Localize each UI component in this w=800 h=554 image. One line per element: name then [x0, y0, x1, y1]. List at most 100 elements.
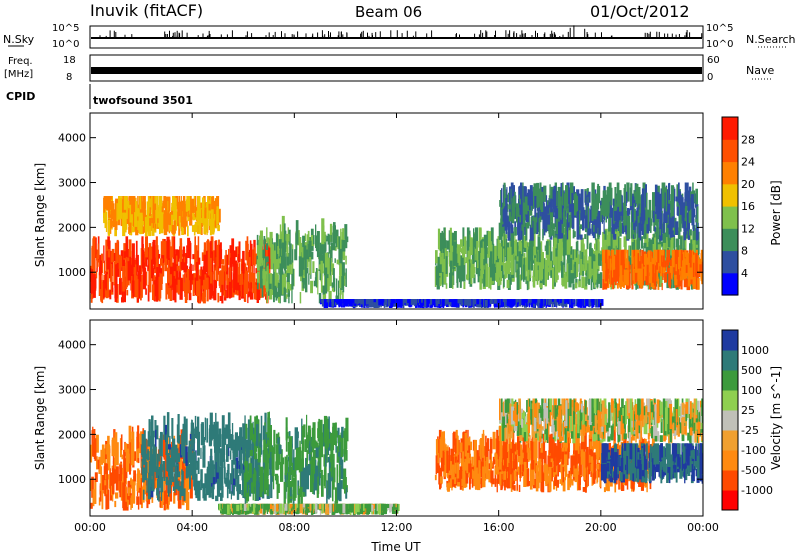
data-cell — [482, 241, 485, 260]
data-cell — [624, 261, 627, 276]
data-cell — [158, 466, 162, 488]
data-cell — [101, 490, 104, 510]
data-cell — [515, 255, 517, 273]
data-cell — [145, 236, 148, 258]
data-cell — [305, 268, 309, 274]
data-cell — [237, 266, 239, 283]
data-cell — [501, 258, 504, 279]
data-cell — [157, 204, 159, 211]
data-cell — [105, 211, 108, 232]
data-cell — [199, 218, 203, 223]
colorbar-frame — [721, 116, 739, 296]
data-cell — [438, 264, 442, 273]
data-cell — [167, 495, 169, 509]
data-cell — [549, 207, 552, 219]
data-cell — [566, 213, 569, 240]
nsky-trace — [91, 25, 703, 39]
data-cell — [326, 235, 329, 242]
data-cell — [442, 272, 444, 288]
data-cell — [304, 250, 307, 277]
data-cell — [105, 270, 107, 291]
data-cell — [494, 268, 496, 273]
data-cell — [146, 461, 148, 474]
data-cell — [437, 228, 441, 250]
data-cell — [265, 293, 268, 300]
data-cell — [238, 484, 242, 495]
data-cell — [307, 230, 310, 244]
data-cell — [538, 217, 541, 236]
data-cell — [201, 252, 204, 261]
data-cell — [649, 210, 652, 233]
data-cell — [154, 203, 157, 223]
data-cell — [104, 485, 107, 497]
data-cell — [623, 206, 627, 226]
data-cell — [442, 239, 445, 260]
data-cell — [137, 458, 140, 463]
data-cell — [125, 251, 127, 264]
data-cell — [320, 264, 323, 271]
data-cell — [668, 182, 671, 201]
data-cell — [218, 270, 222, 286]
freq-trace — [91, 67, 702, 74]
data-cell — [94, 478, 97, 504]
data-cell — [177, 201, 181, 222]
data-cell — [534, 257, 537, 281]
data-cell — [162, 461, 166, 471]
data-cell — [159, 490, 162, 508]
data-cell — [201, 269, 205, 280]
data-cell — [558, 299, 560, 305]
data-cell — [116, 239, 119, 263]
data-cell — [300, 242, 303, 261]
data-cell — [530, 244, 534, 271]
data-cell — [320, 299, 322, 303]
data-cell — [336, 299, 340, 305]
data-cell — [94, 438, 97, 461]
data-cell — [433, 299, 436, 306]
data-cell — [596, 265, 600, 271]
data-cell — [652, 210, 655, 223]
data-cell — [170, 246, 173, 267]
data-cell — [658, 259, 661, 274]
data-cell — [648, 276, 652, 284]
data-cell — [289, 455, 292, 466]
data-cell — [330, 242, 333, 263]
data-cell — [277, 282, 280, 299]
data-cell — [688, 200, 691, 209]
data-cell — [213, 264, 216, 285]
data-cell — [564, 273, 568, 289]
data-cell — [659, 213, 663, 240]
data-cell — [111, 282, 114, 293]
data-cell — [685, 231, 688, 239]
data-cell — [625, 191, 628, 203]
data-cell — [119, 277, 122, 295]
data-cell — [182, 249, 185, 257]
data-cell — [482, 263, 486, 281]
data-cell — [229, 272, 233, 288]
data-cell — [183, 262, 187, 273]
data-cell — [477, 251, 481, 277]
data-cell — [224, 466, 226, 485]
data-cell — [657, 278, 660, 290]
data-cell — [139, 275, 143, 298]
data-cell — [634, 269, 638, 283]
data-cell — [192, 280, 195, 296]
data-cell — [526, 247, 529, 271]
data-cell — [576, 261, 579, 269]
data-cell — [147, 449, 149, 458]
data-cell — [229, 473, 233, 485]
data-cell — [336, 259, 340, 265]
data-cell — [175, 217, 179, 224]
data-cell — [150, 419, 154, 443]
data-cell — [529, 239, 533, 249]
data-cell — [344, 299, 347, 307]
data-cell — [540, 299, 544, 307]
data-cell — [557, 243, 560, 267]
data-cell — [203, 222, 207, 234]
data-cell — [532, 275, 534, 282]
data-cell — [131, 200, 134, 215]
data-cell — [678, 249, 682, 269]
data-cell — [662, 267, 666, 274]
data-cell — [163, 467, 166, 481]
data-cell — [207, 251, 211, 276]
data-cell — [645, 264, 649, 285]
